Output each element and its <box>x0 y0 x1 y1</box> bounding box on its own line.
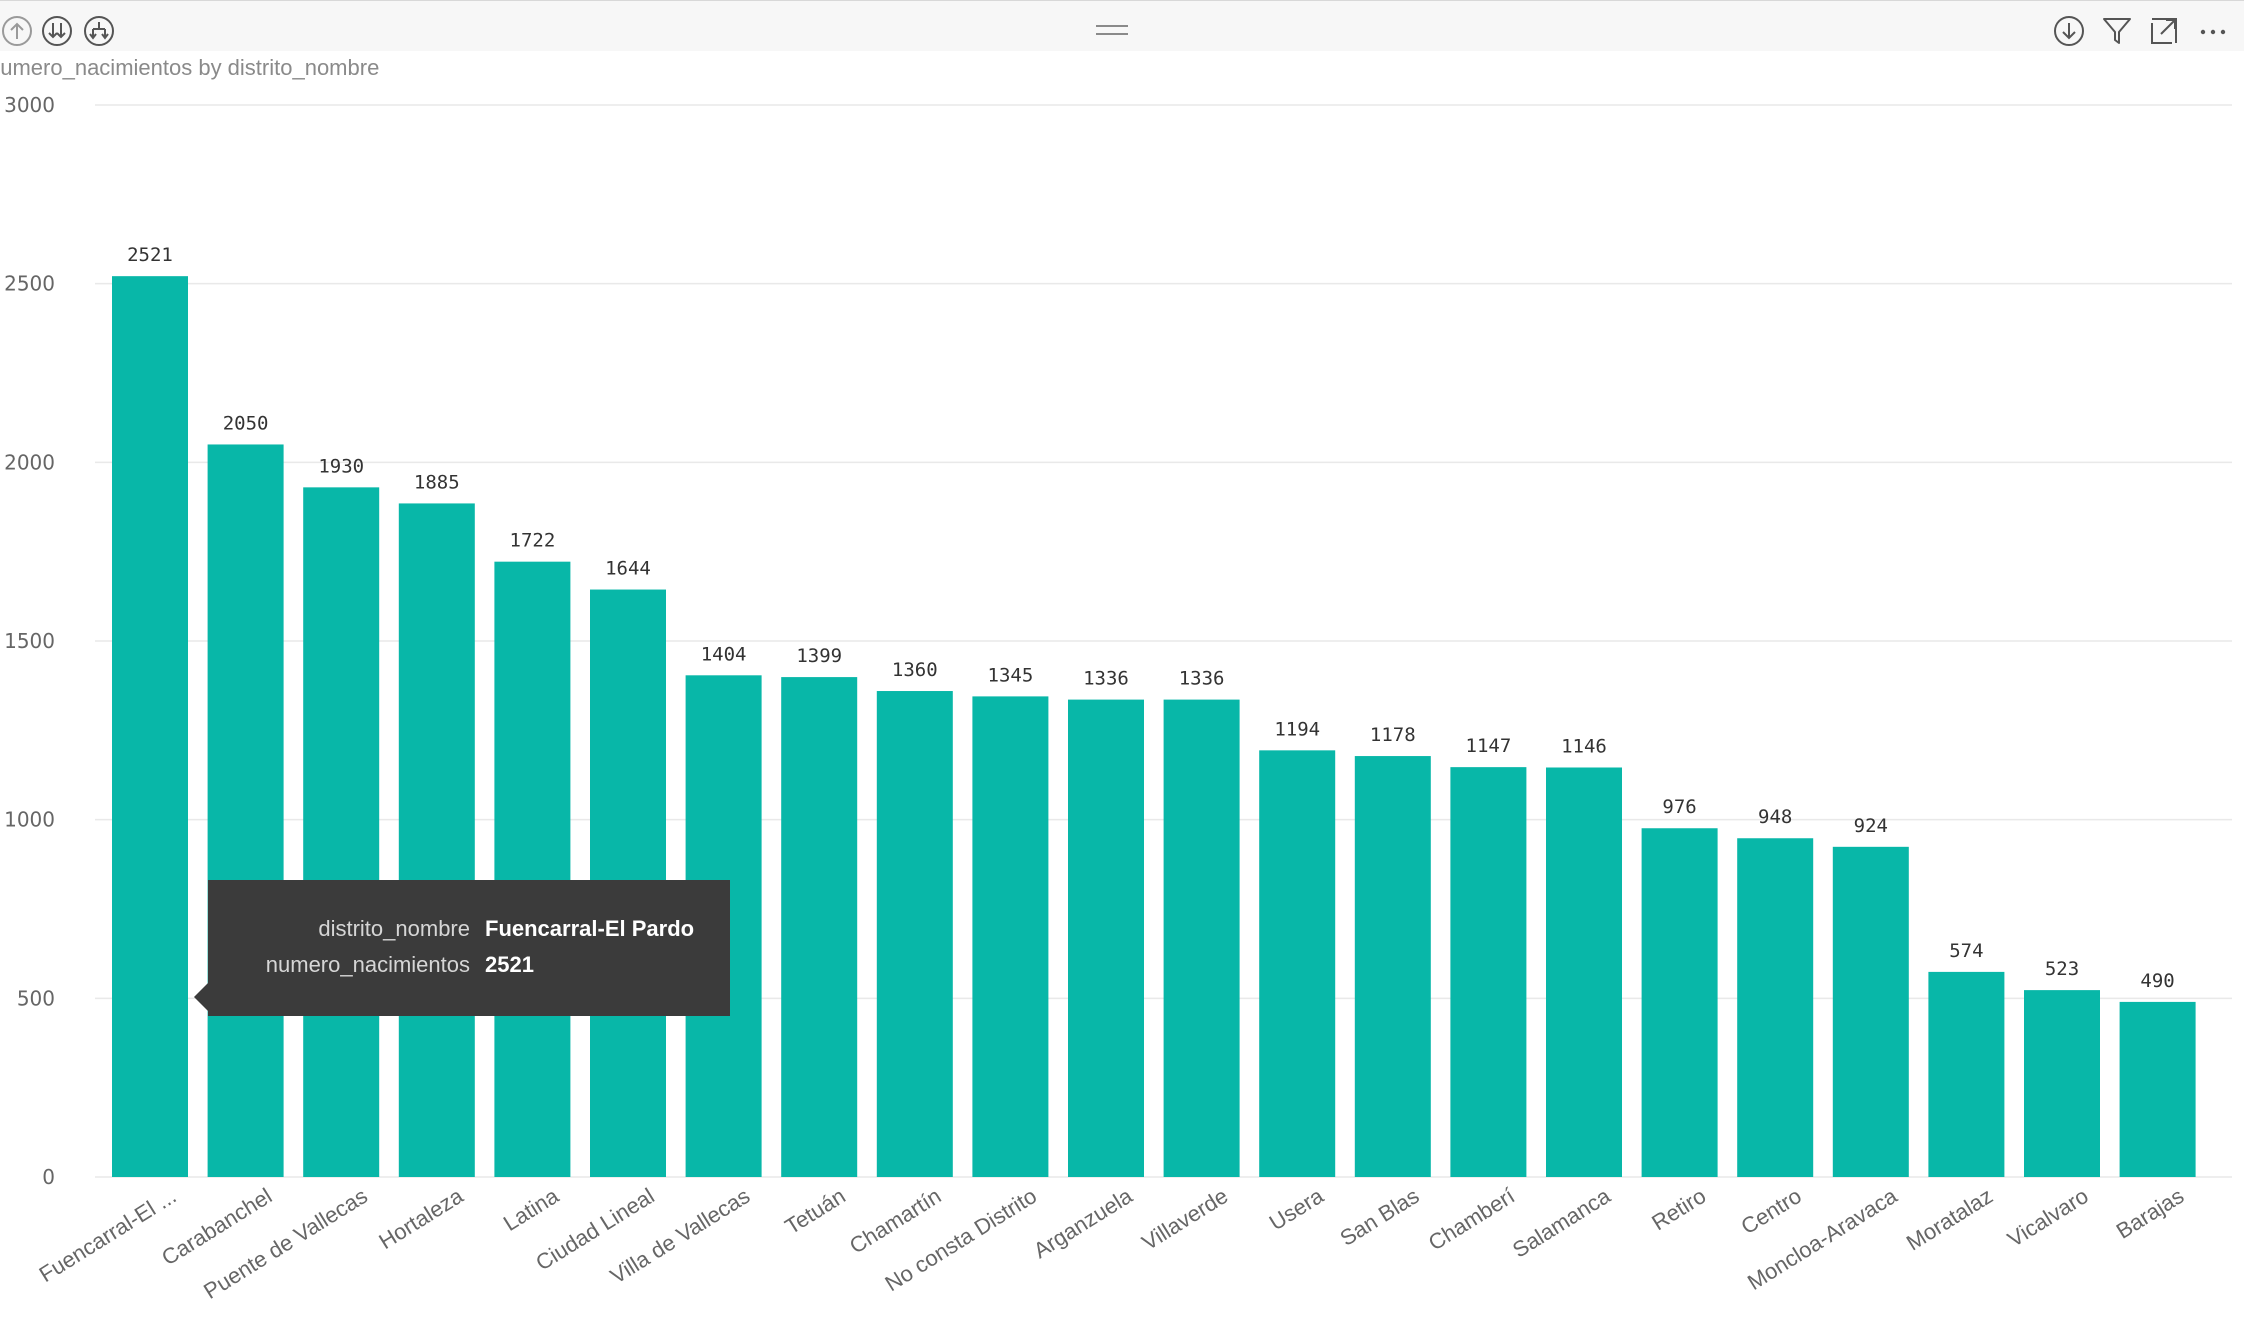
data-label: 574 <box>1949 940 1983 962</box>
bar[interactable] <box>1068 699 1144 1177</box>
data-label: 1194 <box>1274 718 1320 740</box>
tooltip-row-births: numero_nacimientos 2521 <box>208 952 730 982</box>
bar[interactable] <box>972 696 1049 1177</box>
x-tick-label: Latina <box>499 1183 564 1236</box>
x-tick-label: Tetuán <box>781 1183 850 1239</box>
data-label: 2050 <box>223 412 269 434</box>
expand-hierarchy-icon[interactable] <box>82 14 116 48</box>
x-tick-label: Villaverde <box>1137 1183 1232 1255</box>
x-tick-label: Puente de Vallecas <box>199 1183 372 1304</box>
tooltip-value: Fuencarral-El Pardo <box>485 916 695 941</box>
visual-title: numero_nacimientos by distrito_nombre <box>0 55 380 80</box>
bar[interactable] <box>2119 1001 2196 1177</box>
x-tick-label: Retiro <box>1647 1183 1710 1235</box>
data-label: 1885 <box>414 471 460 493</box>
bar[interactable] <box>876 691 953 1177</box>
drill-down-next-level-icon[interactable] <box>40 14 74 48</box>
tooltip-pointer <box>194 983 208 1011</box>
bar[interactable] <box>1450 767 1527 1177</box>
tooltip-key: numero_nacimientos <box>265 952 470 977</box>
x-tick-label: Arganzuela <box>1029 1183 1137 1264</box>
data-label: 924 <box>1854 815 1888 837</box>
y-tick-label: 500 <box>17 986 55 1010</box>
bar[interactable] <box>1737 838 1814 1177</box>
bar[interactable] <box>1163 699 1240 1177</box>
x-tick-label: San Blas <box>1336 1183 1424 1251</box>
x-tick-label: Fuencarral-El ... <box>35 1183 181 1287</box>
x-tick-label: Moratalaz <box>1902 1183 1997 1255</box>
data-label: 1146 <box>1561 735 1607 757</box>
y-tick-label: 2500 <box>4 272 55 296</box>
data-label: 490 <box>2140 970 2174 992</box>
data-label: 1178 <box>1370 724 1416 746</box>
bar[interactable] <box>303 487 380 1177</box>
bar[interactable] <box>1354 756 1431 1177</box>
data-label: 523 <box>2045 958 2079 980</box>
y-tick-label: 1000 <box>4 808 55 832</box>
data-label: 1336 <box>1083 668 1129 690</box>
data-label: 2521 <box>127 244 173 266</box>
tooltip-value: 2521 <box>485 952 534 977</box>
bar[interactable] <box>207 444 284 1177</box>
data-label: 1360 <box>892 659 938 681</box>
bar[interactable] <box>1832 846 1909 1177</box>
tooltip: distrito_nombre Fuencarral-El Pardo nume… <box>194 880 730 1016</box>
data-label: 1644 <box>605 558 651 580</box>
x-tick-label: Centro <box>1737 1183 1806 1239</box>
x-tick-label: Salamanca <box>1508 1183 1615 1263</box>
data-label: 976 <box>1662 796 1696 818</box>
y-tick-label: 0 <box>42 1165 55 1189</box>
bar[interactable] <box>1928 971 2005 1177</box>
x-tick-label: Chamberí <box>1424 1183 1519 1255</box>
x-tick-label: Usera <box>1265 1183 1329 1236</box>
x-tick-label: Barajas <box>2112 1183 2189 1244</box>
data-label: 1399 <box>796 645 842 667</box>
bar[interactable] <box>494 561 571 1177</box>
data-label: 1336 <box>1179 668 1225 690</box>
drill-mode-icon[interactable] <box>2052 14 2086 48</box>
data-label: 1345 <box>988 664 1034 686</box>
drill-up-icon[interactable] <box>0 14 34 48</box>
y-tick-label: 2000 <box>4 450 55 474</box>
x-tick-label: Hortaleza <box>374 1183 468 1255</box>
filter-icon[interactable] <box>2100 14 2134 48</box>
focus-mode-icon[interactable] <box>2147 14 2181 48</box>
bar[interactable] <box>1546 767 1622 1177</box>
bar[interactable] <box>112 276 188 1177</box>
bar[interactable] <box>398 503 475 1178</box>
drag-handle[interactable] <box>1096 25 1128 35</box>
y-tick-label: 3000 <box>4 93 55 117</box>
x-tick-label: Vicalvaro <box>2003 1183 2093 1252</box>
bar[interactable] <box>2024 990 2100 1177</box>
more-options-icon[interactable] <box>2196 14 2230 48</box>
data-label: 1930 <box>318 455 364 477</box>
bar[interactable] <box>1259 750 1336 1177</box>
tooltip-key: distrito_nombre <box>318 916 470 941</box>
tooltip-row-district: distrito_nombre Fuencarral-El Pardo <box>208 916 730 946</box>
bar[interactable] <box>1641 828 1718 1177</box>
data-label: 1404 <box>701 643 747 665</box>
data-label: 1722 <box>510 530 556 552</box>
data-label: 948 <box>1758 806 1792 828</box>
visual-header <box>0 0 2244 51</box>
y-tick-label: 1500 <box>4 629 55 653</box>
data-label: 1147 <box>1466 735 1512 757</box>
bar[interactable] <box>781 677 858 1177</box>
